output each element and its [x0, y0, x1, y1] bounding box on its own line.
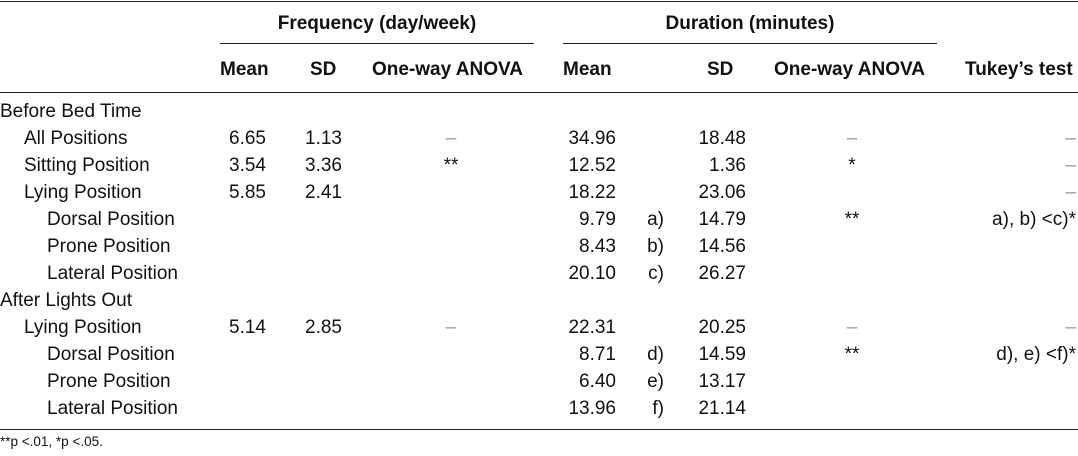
tukey-cell: –	[1065, 128, 1076, 149]
row-label: Sitting Position	[24, 155, 150, 176]
dur-mean-cell: 8.71	[579, 344, 616, 365]
section-label: Before Bed Time	[0, 101, 142, 122]
freq-sd-cell: 2.85	[305, 317, 342, 338]
row-label: Lying Position	[24, 317, 142, 338]
dur-anova-cell: **	[844, 344, 860, 365]
freq-mean-header: Mean	[220, 59, 269, 80]
table-footnote: **p <.01, *p <.05.	[0, 434, 103, 449]
freq-mean-cell: 5.14	[229, 317, 266, 338]
dur-mean-cell: 22.31	[568, 317, 616, 338]
dur-group-tag: d)	[647, 344, 664, 365]
dur-mean-cell: 34.96	[568, 128, 616, 149]
dur-sd-cell: 14.59	[698, 344, 746, 365]
dur-sd-cell: 13.17	[698, 371, 746, 392]
section-label: After Lights Out	[0, 290, 133, 311]
row-label: Lateral Position	[47, 398, 178, 419]
tukey-cell: –	[1065, 182, 1076, 203]
freq-sd-cell: 2.41	[305, 182, 342, 203]
dur-anova-header: One-way ANOVA	[774, 59, 925, 80]
row-label: All Positions	[24, 128, 128, 149]
tukey-cell: –	[1065, 317, 1076, 338]
row-label: Lying Position	[24, 182, 142, 203]
duration-group-header: Duration (minutes)	[665, 13, 835, 34]
dur-sd-cell: 1.36	[709, 155, 746, 176]
dur-sd-cell: 26.27	[698, 263, 746, 284]
dur-mean-cell: 6.40	[579, 371, 616, 392]
dur-sd-cell: 20.25	[698, 317, 746, 338]
dur-sd-cell: 21.14	[698, 398, 746, 419]
freq-anova-cell: –	[445, 317, 457, 338]
dur-mean-cell: 13.96	[568, 398, 616, 419]
freq-anova-header: One-way ANOVA	[372, 59, 523, 80]
tukey-cell: d), e) <f)*	[996, 344, 1076, 365]
duration-group-rule	[563, 43, 937, 44]
dur-group-tag: a)	[647, 209, 664, 230]
tukey-cell: –	[1065, 155, 1076, 176]
dur-mean-header: Mean	[563, 59, 612, 80]
freq-sd-header: SD	[310, 59, 337, 80]
dur-mean-cell: 20.10	[568, 263, 616, 284]
dur-group-tag: e)	[647, 371, 664, 392]
dur-anova-cell: *	[848, 155, 856, 176]
dur-mean-cell: 8.43	[579, 236, 616, 257]
dur-sd-cell: 18.48	[698, 128, 746, 149]
row-label: Prone Position	[47, 371, 171, 392]
dur-group-tag: c)	[648, 263, 664, 284]
table-top-rule	[0, 1, 1078, 2]
dur-anova-cell: **	[844, 209, 860, 230]
tukey-header: Tukey’s test	[965, 59, 1073, 80]
dur-mean-cell: 12.52	[568, 155, 616, 176]
dur-group-tag: b)	[647, 236, 664, 257]
frequency-group-header: Frequency (day/week)	[277, 13, 477, 34]
dur-sd-header: SD	[707, 59, 734, 80]
dur-sd-cell: 14.79	[698, 209, 746, 230]
row-label: Dorsal Position	[47, 209, 175, 230]
dur-anova-cell: –	[846, 317, 858, 338]
dur-mean-cell: 18.22	[568, 182, 616, 203]
row-label: Prone Position	[47, 236, 171, 257]
dur-group-tag: f)	[652, 398, 664, 419]
dur-mean-cell: 9.79	[579, 209, 616, 230]
row-label: Lateral Position	[47, 263, 178, 284]
freq-mean-cell: 5.85	[229, 182, 266, 203]
frequency-group-rule	[220, 43, 534, 44]
freq-mean-cell: 6.65	[229, 128, 266, 149]
dur-anova-cell: –	[846, 128, 858, 149]
tukey-cell: a), b) <c)*	[992, 209, 1076, 230]
freq-anova-cell: **	[443, 155, 459, 176]
freq-sd-cell: 1.13	[305, 128, 342, 149]
row-label: Dorsal Position	[47, 344, 175, 365]
dur-sd-cell: 23.06	[698, 182, 746, 203]
freq-mean-cell: 3.54	[229, 155, 266, 176]
dur-sd-cell: 14.56	[698, 236, 746, 257]
freq-sd-cell: 3.36	[305, 155, 342, 176]
table-bottom-rule	[0, 429, 1078, 430]
header-bottom-rule	[0, 92, 1078, 93]
freq-anova-cell: –	[445, 128, 457, 149]
